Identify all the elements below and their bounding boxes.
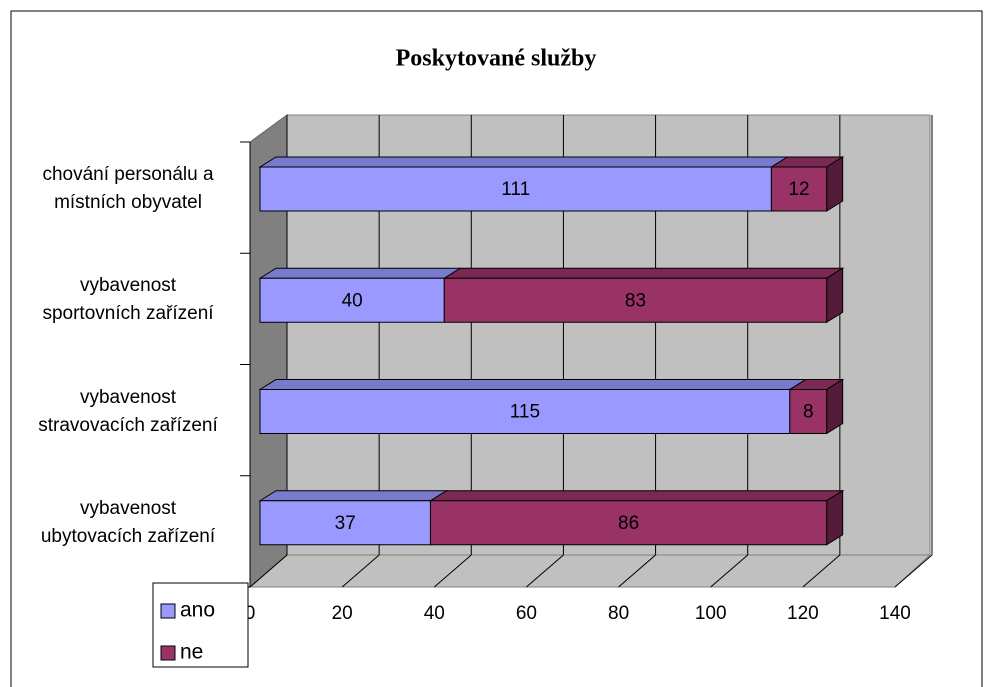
legend-swatch (160, 603, 176, 619)
y-tick-label: vybavenost sportovních zařízení (8, 272, 248, 328)
bar-front (443, 277, 828, 323)
bar (258, 379, 808, 434)
data-label: 115 (510, 402, 540, 423)
bar-top (258, 156, 790, 168)
y-tick-label-line: místních obyvatel (54, 192, 202, 213)
bar-front (259, 500, 431, 546)
bar (442, 267, 845, 324)
y-tick-label-line: vybavenost (79, 386, 177, 408)
floor-grid-line (802, 554, 841, 588)
y-tick-label: chování personálu a místních obyvatel (8, 161, 248, 217)
data-label: 40 (342, 290, 363, 311)
x-tick-label: 20 (332, 603, 353, 624)
data-label: 111 (501, 179, 530, 200)
bar-front (259, 166, 772, 212)
x-tick-label: 140 (879, 603, 911, 624)
data-label: 83 (625, 290, 646, 311)
bar-front (259, 389, 791, 434)
chart-title: Poskytované služby (396, 46, 597, 72)
bar-top (428, 490, 845, 502)
x-tick-label: 60 (516, 603, 537, 624)
y-tick-label-line: sportovních zařízení (42, 303, 214, 325)
bar-top (258, 267, 463, 279)
bar-top (258, 490, 449, 502)
floor-grid-line (894, 554, 933, 588)
y-tick-label-line: chování personálu a (42, 164, 214, 185)
bar-side (826, 378, 844, 435)
legend-label: ano (180, 599, 215, 622)
data-label: 37 (335, 513, 356, 534)
x-tick-label: 120 (787, 603, 819, 624)
floor-grid-line (526, 554, 564, 588)
legend-swatch (160, 645, 176, 661)
floor-grid-line (249, 554, 288, 588)
x-tick-label: 0 (245, 603, 256, 624)
y-tick-label-line: ubytovacích zařízení (40, 525, 216, 547)
bar (769, 156, 845, 212)
bar-front (770, 166, 828, 212)
floor-grid-line (341, 554, 380, 588)
bar-front (259, 277, 445, 323)
bar (258, 156, 790, 212)
y-tick-label: vybavenost stravovacích zařízení (8, 384, 248, 440)
legend-label: ne (180, 641, 203, 664)
floor-grid-line (433, 554, 472, 588)
bar-top (258, 379, 808, 390)
bar-front (429, 500, 828, 546)
data-label: 8 (803, 402, 814, 423)
bar-front (789, 389, 828, 434)
floor (248, 554, 932, 588)
y-tick-label-line: vybavenost (79, 275, 177, 297)
bar (258, 267, 463, 323)
data-label: 12 (788, 179, 809, 200)
y-tick-label: vybavenost ubytovacích zařízení (8, 495, 248, 551)
bar-side (826, 156, 844, 212)
bar-side (826, 267, 844, 324)
bar (258, 490, 449, 546)
bar (428, 489, 845, 546)
x-tick-label: 80 (608, 603, 629, 624)
data-label: 86 (618, 513, 639, 534)
y-tick-label-line: vybavenost (79, 497, 177, 519)
bar-top (442, 267, 845, 279)
bar-side (826, 489, 844, 546)
y-tick-label-line: stravovacích zařízení (38, 414, 218, 436)
x-tick-label: 100 (695, 603, 727, 624)
x-tick-label: 40 (424, 603, 445, 624)
floor-grid-line (618, 554, 656, 588)
bar (788, 378, 845, 435)
floor-grid-line (710, 554, 749, 588)
